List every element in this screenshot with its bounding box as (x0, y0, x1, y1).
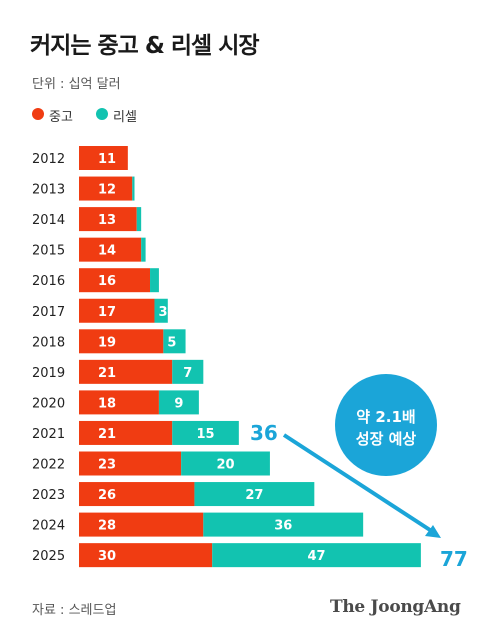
trend-arrowhead (425, 525, 441, 538)
value-label-used: 14 (98, 244, 116, 259)
year-label: 2017 (32, 305, 65, 320)
value-label-used: 13 (98, 213, 116, 228)
bar-used (79, 390, 159, 415)
value-label-resale: 3 (158, 305, 167, 320)
bar-resale (194, 482, 315, 507)
year-label: 2021 (32, 427, 65, 442)
bar-resale (132, 176, 135, 201)
bar-used (79, 543, 213, 568)
bar-used (79, 176, 133, 201)
legend-label-used: 중고 (49, 110, 73, 125)
value-label-used: 11 (98, 152, 116, 167)
legend-label-resale: 리셀 (113, 110, 137, 125)
value-label-used: 12 (98, 183, 116, 198)
value-label-used: 28 (98, 519, 116, 534)
callout-circle (335, 374, 437, 476)
bar-used (79, 329, 164, 354)
year-label: 2013 (32, 183, 65, 198)
value-label-used: 21 (98, 427, 116, 442)
bar-used (79, 512, 204, 537)
year-label: 2015 (32, 244, 65, 259)
bar-resale (172, 359, 204, 384)
bar-resale (212, 543, 421, 568)
bar-resale (141, 237, 146, 262)
callout-line-1: 약 2.1배 (356, 408, 415, 426)
bar-resale (154, 298, 168, 323)
year-label: 2018 (32, 335, 65, 350)
legend-swatch-used (32, 108, 44, 120)
chart-title: 커지는 중고 & 리셀 시장 (30, 33, 260, 59)
bar-resale (203, 512, 364, 537)
value-label-resale: 36 (274, 519, 292, 534)
year-label: 2024 (32, 519, 65, 534)
value-label-resale: 47 (307, 549, 325, 564)
unit-label: 단위 : 십억 달러 (32, 77, 121, 92)
year-label: 2023 (32, 488, 65, 503)
value-label-used: 21 (98, 366, 116, 381)
bar-used (79, 237, 142, 262)
bar-used (79, 451, 182, 476)
trend-line (282, 433, 432, 532)
value-label-used: 18 (98, 396, 116, 411)
annotation-start-value: 36 (250, 421, 278, 445)
bar-resale (136, 207, 142, 232)
value-label-resale: 7 (183, 366, 192, 381)
value-label-used: 30 (98, 549, 116, 564)
bar-used (79, 207, 137, 232)
bar-used (79, 298, 155, 323)
bar-used (79, 268, 151, 293)
value-label-resale: 15 (196, 427, 214, 442)
year-label: 2016 (32, 274, 65, 289)
source-note: 자료 : 스레드업 (32, 603, 117, 618)
bar-used (79, 420, 173, 445)
bar-resale (150, 268, 159, 293)
legend-swatch-resale (96, 108, 108, 120)
year-label: 2014 (32, 213, 65, 228)
bar-resale (172, 420, 239, 445)
value-label-resale: 27 (245, 488, 263, 503)
bar-resale (163, 329, 186, 354)
bar-resale (181, 451, 270, 476)
bar-used (79, 146, 128, 170)
year-label: 2020 (32, 396, 65, 411)
callout-line-2: 성장 예상 (356, 430, 417, 448)
value-label-resale: 20 (216, 458, 234, 473)
value-label-used: 19 (98, 335, 116, 350)
annotation-end-value: 77 (440, 547, 468, 571)
value-label-resale: 9 (174, 396, 183, 411)
value-label-used: 17 (98, 305, 116, 320)
year-label: 2025 (32, 549, 65, 564)
year-label: 2022 (32, 458, 65, 473)
bar-used (79, 482, 195, 507)
value-label-used: 26 (98, 488, 116, 503)
year-label: 2019 (32, 366, 65, 381)
bar-resale (158, 390, 199, 415)
value-label-resale: 5 (167, 335, 176, 350)
year-label: 2012 (32, 152, 65, 167)
value-label-used: 23 (98, 458, 116, 473)
brand-logo: The JoongAng (330, 597, 461, 617)
bar-used (79, 359, 173, 384)
value-label-used: 16 (98, 274, 116, 289)
